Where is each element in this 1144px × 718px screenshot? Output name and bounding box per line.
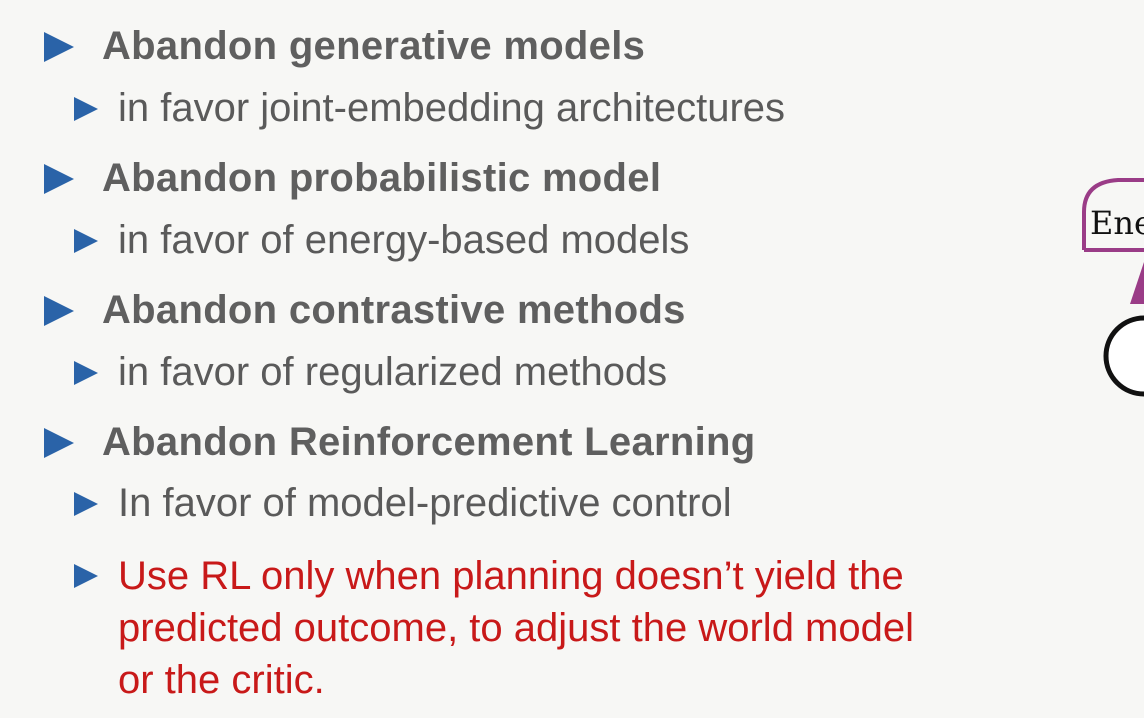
energy-box-label: Ene [1090, 204, 1144, 242]
bullet-1-sub: in favor joint-embedding architectures [74, 86, 785, 131]
bullet-3-sub-text: in favor of regularized methods [118, 350, 668, 394]
bullet-1-title: Abandon generative models [102, 24, 646, 68]
bullet-3-title: Abandon contrastive methods [102, 288, 686, 332]
bullet-4: Abandon Reinforcement Learning [44, 420, 756, 465]
sub-bullet-triangle-icon [74, 360, 98, 385]
rl-note: Use RL only when planning doesn’t yield … [118, 550, 914, 706]
bullet-triangle-icon [44, 295, 74, 326]
bullet-triangle-icon [44, 31, 74, 62]
bullet-2-sub-text: in favor of energy-based models [118, 218, 690, 262]
bullet-3: Abandon contrastive methods [44, 288, 686, 333]
sub-bullet-triangle-icon [74, 96, 98, 121]
partial-energy-diagram: Ene [1082, 178, 1144, 397]
sub-bullet-triangle-icon [74, 564, 98, 588]
bullet-2-title: Abandon probabilistic model [102, 156, 662, 200]
rl-note-line-2: predicted outcome, to adjust the world m… [118, 606, 914, 650]
sub-bullet-triangle-icon [74, 228, 98, 253]
energy-box-outline [1082, 178, 1144, 250]
variable-node [1103, 315, 1144, 397]
bullet-2: Abandon probabilistic model [44, 156, 661, 201]
rl-note-line-3: or the critic. [118, 658, 325, 702]
arrow-head-icon [1130, 262, 1144, 304]
sub-bullet-triangle-icon [74, 491, 98, 516]
bullet-triangle-icon [44, 427, 74, 458]
bullet-1: Abandon generative models [44, 24, 645, 69]
bullet-triangle-icon [44, 163, 74, 194]
bullet-2-sub: in favor of energy-based models [74, 218, 689, 263]
bullet-4-title: Abandon Reinforcement Learning [102, 420, 756, 464]
bullet-4-sub: In favor of model-predictive control [74, 481, 732, 526]
bullet-4-sub-text: In favor of model-predictive control [118, 481, 732, 525]
bullet-1-sub-text: in favor joint-embedding architectures [118, 86, 786, 130]
bullet-3-sub: in favor of regularized methods [74, 350, 667, 395]
bullet-4-note: Use RL only when planning doesn’t yield … [74, 550, 914, 706]
rl-note-line-1: Use RL only when planning doesn’t yield … [118, 554, 904, 598]
